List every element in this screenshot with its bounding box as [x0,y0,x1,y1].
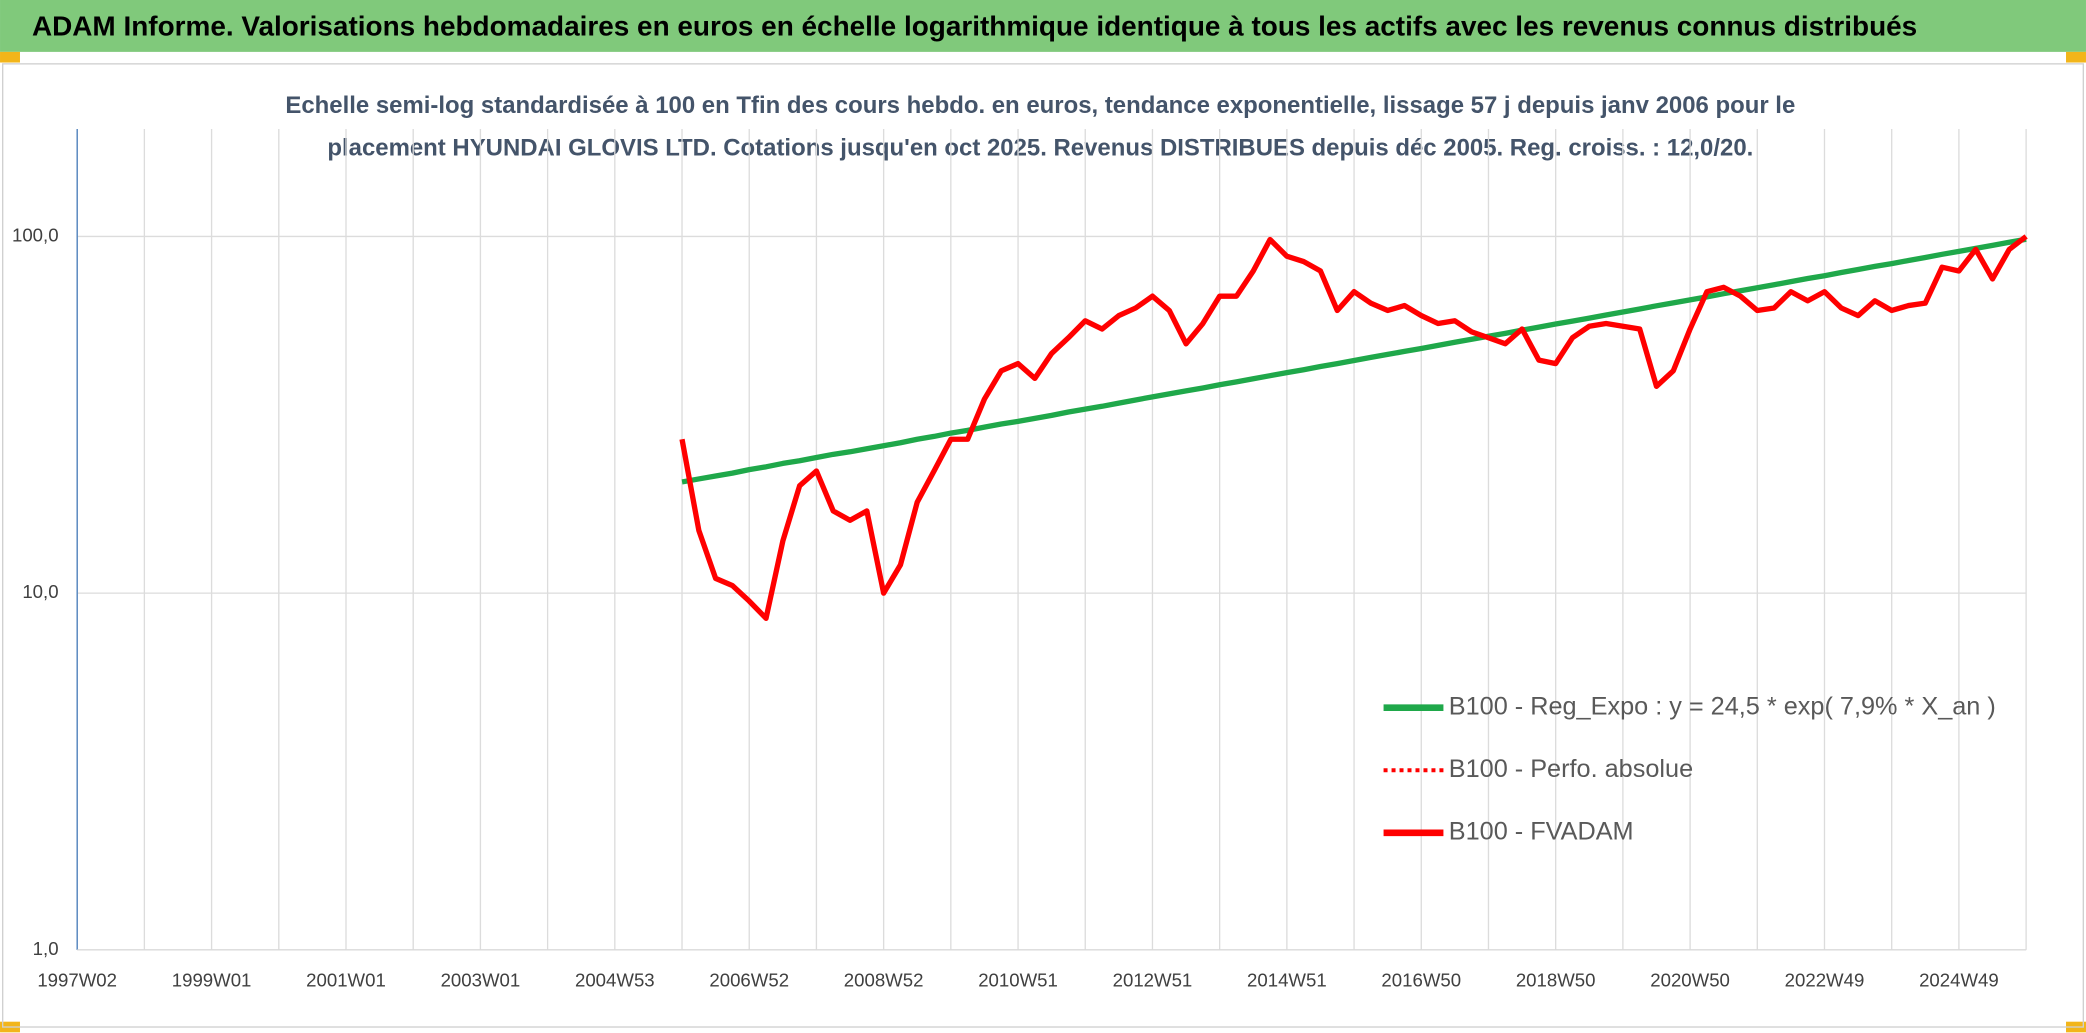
x-tick-label: 2024W49 [1919,970,1999,991]
x-tick-label: 2020W50 [1650,970,1730,991]
x-tick-label: 1999W01 [172,970,252,991]
panel-border [2,63,2084,1028]
x-tick-label: 2016W50 [1381,970,1461,991]
x-tick-label: 2012W51 [1113,970,1193,991]
x-tick-label: 2014W51 [1247,970,1327,991]
x-tick-label: 2001W01 [306,970,386,991]
corner-mark [2066,51,2086,63]
series-line [679,234,2028,621]
series-line [681,236,2027,485]
x-tick-label: 2018W50 [1516,970,1596,991]
chart-subtitle: Echelle semi-log standardisée à 100 en T… [285,92,1795,119]
legend-label: B100 - Perfo. absolue [1449,755,1693,783]
title-bar [0,0,2086,52]
x-tick-label: 2003W01 [441,970,521,991]
x-tick-label: 2006W52 [709,970,789,991]
legend-label: B100 - Reg_Expo : y = 24,5 * exp( 7,9% *… [1449,692,1996,720]
corner-mark [0,51,20,63]
chart-title: ADAM Informe. Valorisations hebdomadaire… [32,10,1917,41]
x-tick-label: 2010W51 [978,970,1058,991]
y-tick-label: 100,0 [12,224,59,245]
x-tick-label: 2022W49 [1785,970,1865,991]
legend-label: B100 - FVADAM [1449,817,1634,845]
chart-subtitle: placement HYUNDAI GLOVIS LTD. Cotations … [327,134,1753,161]
x-tick-label: 2008W52 [844,970,924,991]
y-tick-label: 10,0 [22,581,58,602]
y-tick-label: 1,0 [33,938,59,959]
x-tick-label: 1997W02 [37,970,117,991]
x-tick-label: 2004W53 [575,970,655,991]
